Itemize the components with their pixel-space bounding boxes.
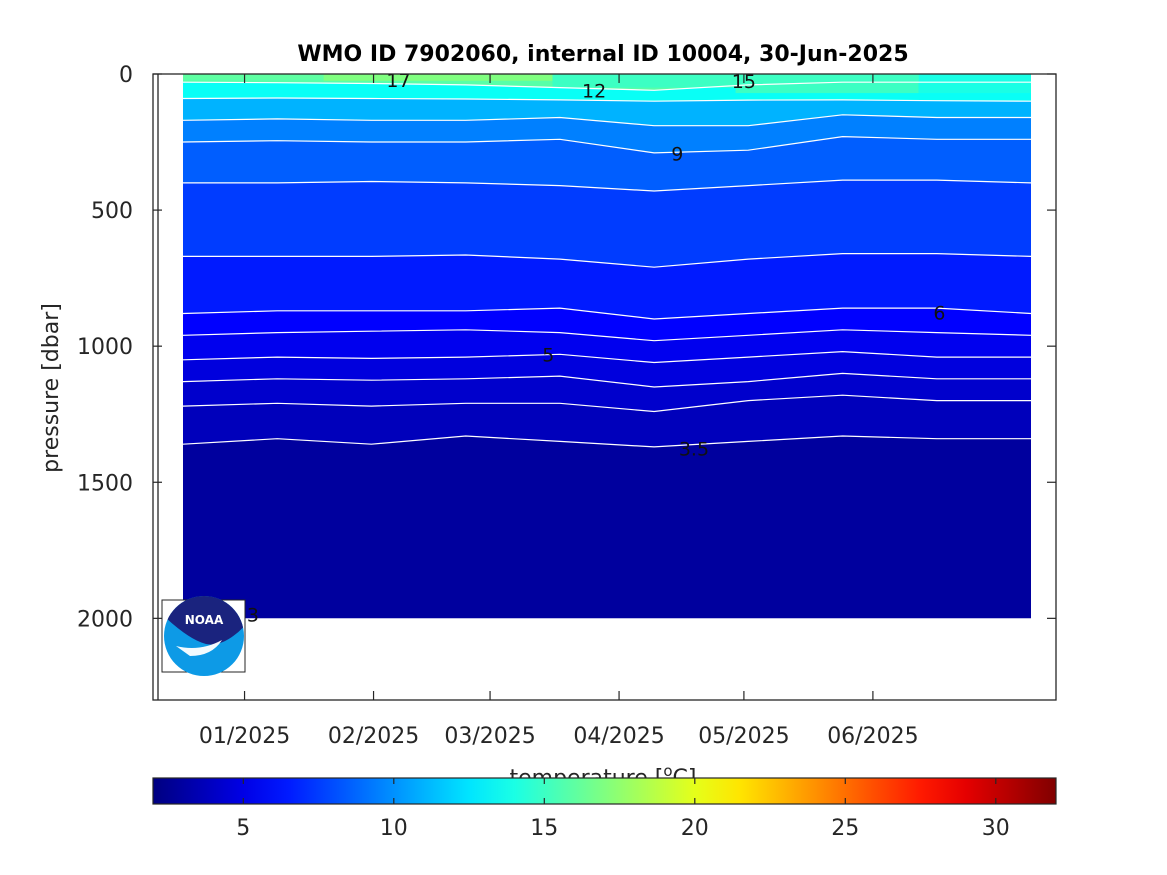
contour-label: 5 (542, 345, 554, 367)
contour-label: 3 (247, 605, 259, 627)
contour-label: 9 (671, 143, 683, 165)
field-surface-layer (323, 74, 553, 81)
isotherm-10 (183, 114, 1031, 127)
x-tick-label: 05/2025 (698, 724, 789, 749)
y-tick-label: 1000 (77, 335, 133, 360)
chart-title: WMO ID 7902060, internal ID 10004, 30-Ju… (297, 42, 908, 67)
isotherm-4-5 (183, 372, 1031, 388)
colorbar-tick-label: 20 (681, 816, 709, 841)
colorbar-tick-label: 30 (982, 816, 1010, 841)
y-tick-label: 1500 (77, 471, 133, 496)
colorbar-tick-label: 15 (530, 816, 558, 841)
noaa-logo-text: NOAA (185, 613, 224, 627)
field-surface-layer (735, 74, 919, 94)
isotherm-5-5 (183, 329, 1031, 342)
noaa-logo: NOAA (161, 596, 246, 676)
isotherm-6 (183, 307, 1031, 320)
x-tick-label: 01/2025 (199, 724, 290, 749)
isotherm-7 (183, 253, 1031, 268)
axis-ticks (153, 73, 1056, 700)
field-surface-layer (183, 74, 324, 80)
isotherm-9 (183, 135, 1031, 154)
contour-label: 12 (582, 81, 606, 103)
colorbar-tick-label: 5 (236, 816, 250, 841)
isotherm-lines (183, 81, 1031, 448)
y-tick-label: 500 (91, 199, 133, 224)
axes-frame (152, 73, 1057, 701)
y-tick-label: 0 (119, 63, 133, 88)
colorbar-tick-label: 25 (831, 816, 859, 841)
x-tick-label: 06/2025 (827, 724, 918, 749)
isotherm-4 (183, 394, 1031, 413)
y-axis-label: pressure [dbar] (39, 303, 64, 473)
isotherm-12 (183, 97, 1031, 102)
x-tick-label: 02/2025 (328, 724, 419, 749)
contour-label: 17 (386, 70, 410, 92)
x-tick-labels: 01/2025 02/2025 03/2025 04/2025 05/2025 06/20… (199, 724, 919, 749)
temperature-field (183, 74, 1031, 619)
isotherm-8 (183, 179, 1031, 192)
field-surface-layer (918, 74, 1031, 94)
y-tick-labels: 0 500 1000 1500 2000 (77, 63, 133, 632)
isotherm-15 (183, 81, 1031, 91)
colorbar-ticks: 5 10 15 20 25 30 (236, 778, 1010, 841)
isotherm-3-5 (183, 435, 1031, 448)
contour-label: 3.5 (679, 439, 709, 461)
colorbar (152, 777, 1057, 805)
field-surface-layer (552, 74, 736, 88)
y-tick-label: 2000 (77, 607, 133, 632)
isotherm-5 (183, 350, 1031, 364)
colorbar-tick-label: 10 (380, 816, 408, 841)
contour-label: 6 (933, 303, 945, 325)
x-tick-label: 04/2025 (573, 724, 664, 749)
x-tick-label: 03/2025 (444, 724, 535, 749)
